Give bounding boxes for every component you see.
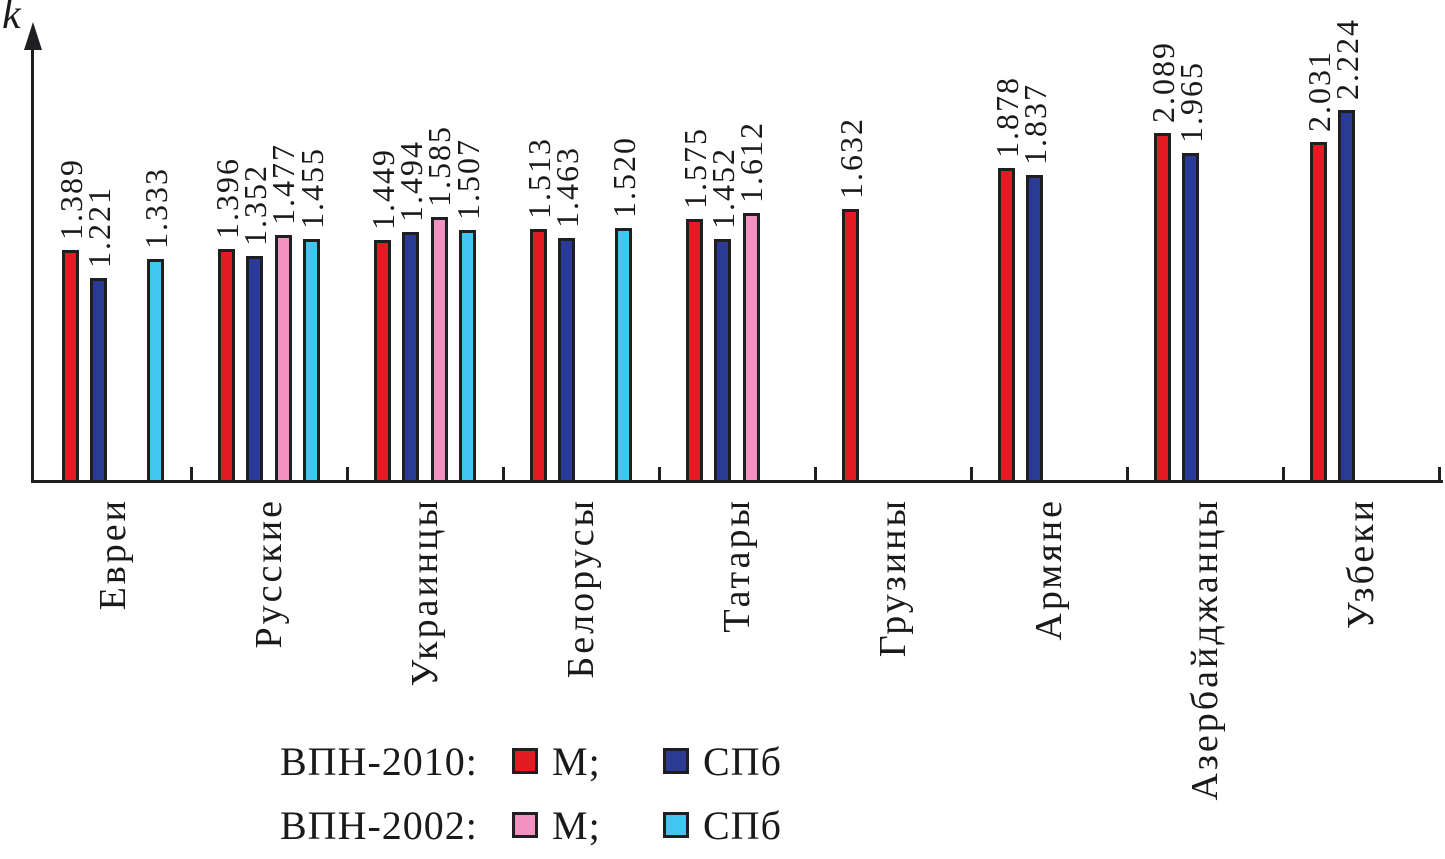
category-label-text: Татары — [715, 498, 758, 633]
axis-tick — [657, 467, 661, 483]
category-label-text: Узбеки — [1339, 498, 1382, 630]
bar — [402, 232, 420, 483]
y-axis-arrow-icon — [24, 22, 42, 50]
legend-swatch-2002-spb — [663, 812, 689, 838]
axis-tick — [969, 467, 973, 483]
bar — [530, 229, 547, 483]
category-label-text: Украинцы — [403, 498, 446, 687]
legend-row-2010: ВПН-2010: М; СПб — [0, 736, 1445, 790]
legend-swatch-2002-m — [512, 812, 538, 838]
category-label-text: Грузины — [871, 498, 914, 658]
bar — [459, 230, 477, 483]
y-axis-line — [31, 42, 34, 483]
category-label-text: Евреи — [91, 498, 134, 611]
axis-tick — [1281, 467, 1285, 483]
axis-tick — [1437, 467, 1441, 483]
legend-row-2002: ВПН-2002: М; СПб — [0, 800, 1445, 854]
bar — [246, 256, 264, 483]
legend-swatch-2010-spb — [663, 748, 689, 774]
bar-value-label: 1.520 — [605, 136, 642, 219]
bar — [218, 248, 235, 483]
bar-value-label: 1.965 — [1172, 61, 1209, 144]
bar-value-label: 1.612 — [733, 120, 770, 203]
axis-tick — [189, 467, 193, 483]
bar — [1310, 142, 1327, 483]
bar — [1182, 153, 1200, 483]
bar — [686, 218, 703, 483]
legend-item-label: М; — [552, 739, 601, 784]
bar — [742, 212, 760, 483]
bar — [1154, 132, 1171, 483]
bar — [62, 250, 79, 483]
axis-tick — [345, 467, 349, 483]
bar — [374, 240, 391, 483]
y-axis-label: k̄ — [2, 0, 21, 38]
bar-value-label: 1.837 — [1016, 82, 1053, 165]
bar-value-label: 1.455 — [293, 146, 330, 229]
bar — [842, 209, 859, 483]
legend-row-label: ВПН-2002: — [280, 803, 478, 848]
legend-swatch-2010-m — [512, 748, 538, 774]
bar — [147, 259, 165, 483]
bar — [430, 217, 448, 483]
bar-value-label: 1.333 — [137, 167, 174, 250]
category-label-text: Белорусы — [559, 498, 602, 679]
axis-tick — [813, 467, 817, 483]
axis-tick — [501, 467, 505, 483]
bar — [998, 168, 1015, 483]
bar — [615, 228, 633, 483]
bar-value-label: 1.221 — [80, 186, 117, 269]
legend-item-label: СПб — [703, 739, 782, 784]
legend-row-label: ВПН-2010: — [280, 739, 478, 784]
bar-value-label: 1.463 — [548, 145, 585, 228]
bar-value-label: 1.632 — [832, 117, 869, 200]
bar — [90, 278, 108, 483]
bar — [303, 238, 321, 483]
legend-item-label: М; — [552, 803, 601, 848]
x-axis-line — [31, 480, 1443, 483]
legend-item-label: СПб — [703, 803, 782, 848]
bar-value-label: 1.507 — [449, 138, 486, 221]
bar — [714, 239, 732, 483]
bar — [1026, 174, 1044, 483]
bar — [1338, 110, 1356, 483]
bar — [558, 237, 576, 483]
category-label-text: Русские — [247, 498, 290, 649]
category-label-text: Армяне — [1027, 498, 1070, 641]
bar — [274, 235, 292, 483]
axis-tick — [1125, 467, 1129, 483]
bar-value-label: 2.224 — [1328, 18, 1365, 101]
